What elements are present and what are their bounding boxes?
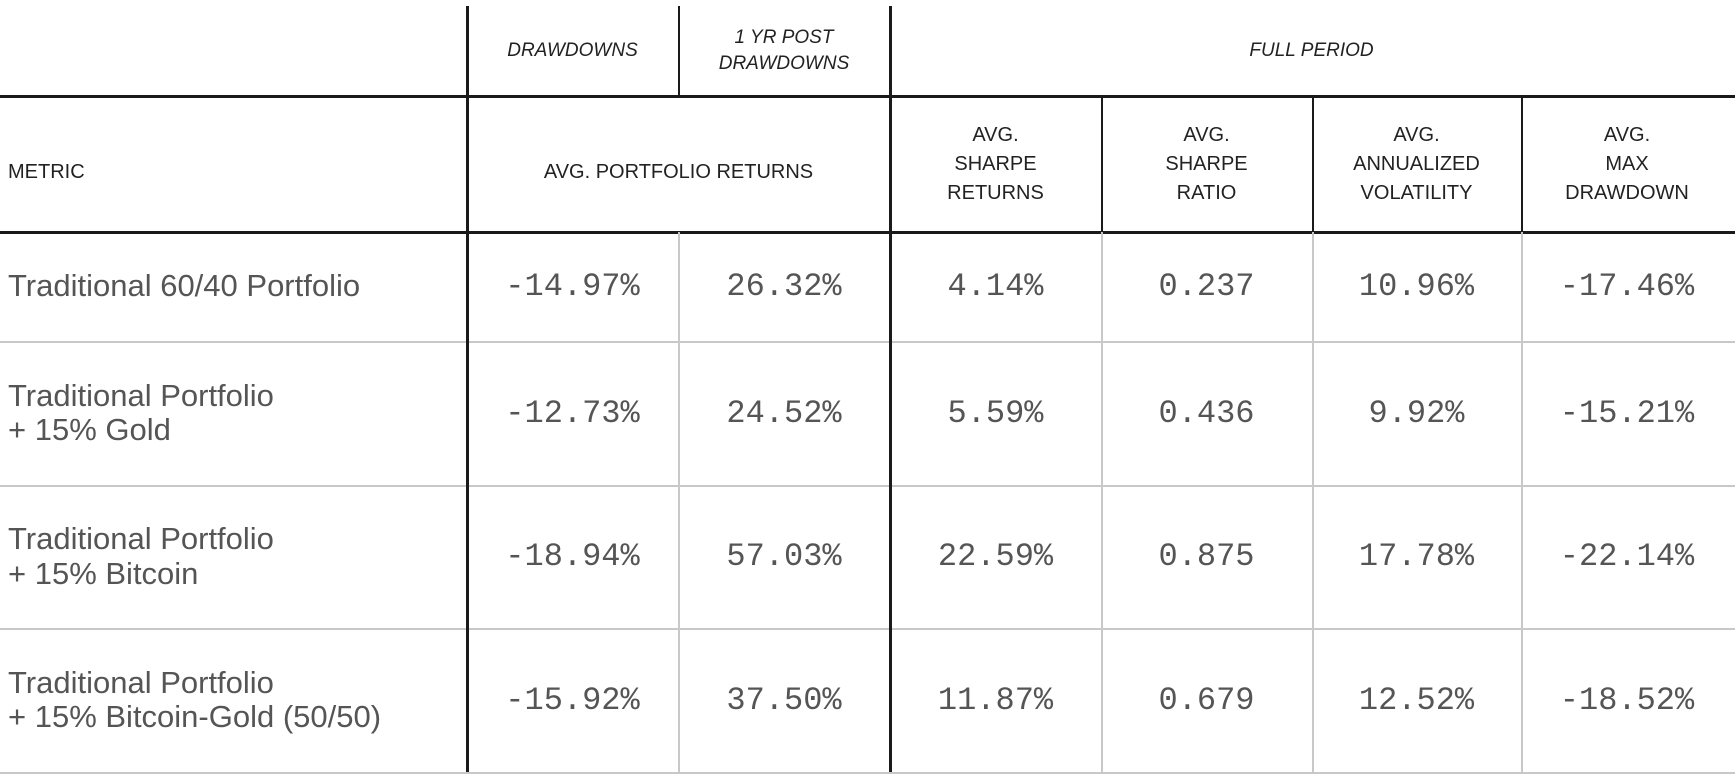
rule: [0, 485, 1735, 487]
row-label: Traditional 60/40 Portfolio: [8, 268, 361, 304]
value-cell: -22.14%: [1559, 538, 1695, 575]
rule: [0, 231, 1735, 234]
value-cell: 9.92%: [1368, 394, 1465, 432]
rule: [1521, 232, 1523, 772]
rule: [678, 232, 680, 772]
column-header: AVG. SHARPE RETURNS: [947, 123, 1044, 204]
rule: [1521, 96, 1523, 232]
column-header: AVG. MAX DRAWDOWN: [1565, 123, 1689, 204]
value-cell: 0.875: [1158, 538, 1255, 575]
value-cell: -12.73%: [505, 394, 640, 432]
rule: [678, 6, 680, 96]
value-cell: -18.52%: [1559, 681, 1695, 719]
column-header: AVG. ANNUALIZED VOLATILITY: [1353, 123, 1480, 204]
value-cell: 11.87%: [937, 681, 1054, 719]
rule: [1101, 232, 1103, 772]
rule: [0, 772, 1735, 774]
value-cell: 12.52%: [1358, 681, 1475, 719]
value-cell: -15.92%: [505, 681, 640, 719]
value-cell: -17.46%: [1559, 268, 1695, 305]
value-cell: -15.21%: [1559, 394, 1695, 432]
value-cell: 24.52%: [726, 394, 842, 432]
value-cell: -14.97%: [505, 268, 640, 305]
value-cell: 22.59%: [937, 538, 1054, 575]
value-cell: 26.32%: [726, 268, 842, 305]
row-label: Traditional Portfolio + 15% Bitcoin: [8, 521, 274, 591]
rule: [466, 6, 469, 772]
value-cell: 4.14%: [947, 268, 1044, 305]
rule: [1312, 232, 1314, 772]
value-cell: 17.78%: [1358, 538, 1475, 575]
column-header: AVG. SHARPE RATIO: [1165, 123, 1248, 204]
row-label: Traditional Portfolio + 15% Gold: [8, 377, 274, 447]
group-header: FULL PERIOD: [1249, 40, 1374, 62]
rule: [1101, 96, 1103, 232]
rule: [0, 628, 1735, 630]
rule: [0, 341, 1735, 343]
rule: [889, 6, 892, 772]
value-cell: 10.96%: [1358, 268, 1475, 305]
row-label: Traditional Portfolio + 15% Bitcoin-Gold…: [8, 664, 382, 734]
column-header: METRIC: [8, 160, 85, 183]
value-cell: 5.59%: [947, 394, 1044, 432]
value-cell: 0.237: [1158, 268, 1255, 305]
column-header: AVG. PORTFOLIO RETURNS: [543, 160, 814, 183]
value-cell: 0.436: [1158, 394, 1255, 432]
value-cell: 0.679: [1158, 681, 1255, 719]
rule: [1312, 96, 1314, 232]
value-cell: 37.50%: [726, 681, 842, 719]
value-cell: -18.94%: [505, 538, 640, 575]
group-header: DRAWDOWNS: [507, 40, 638, 62]
group-header: 1 YR POST DRAWDOWNS: [718, 27, 850, 74]
rule: [0, 95, 1735, 98]
value-cell: 57.03%: [726, 538, 842, 575]
